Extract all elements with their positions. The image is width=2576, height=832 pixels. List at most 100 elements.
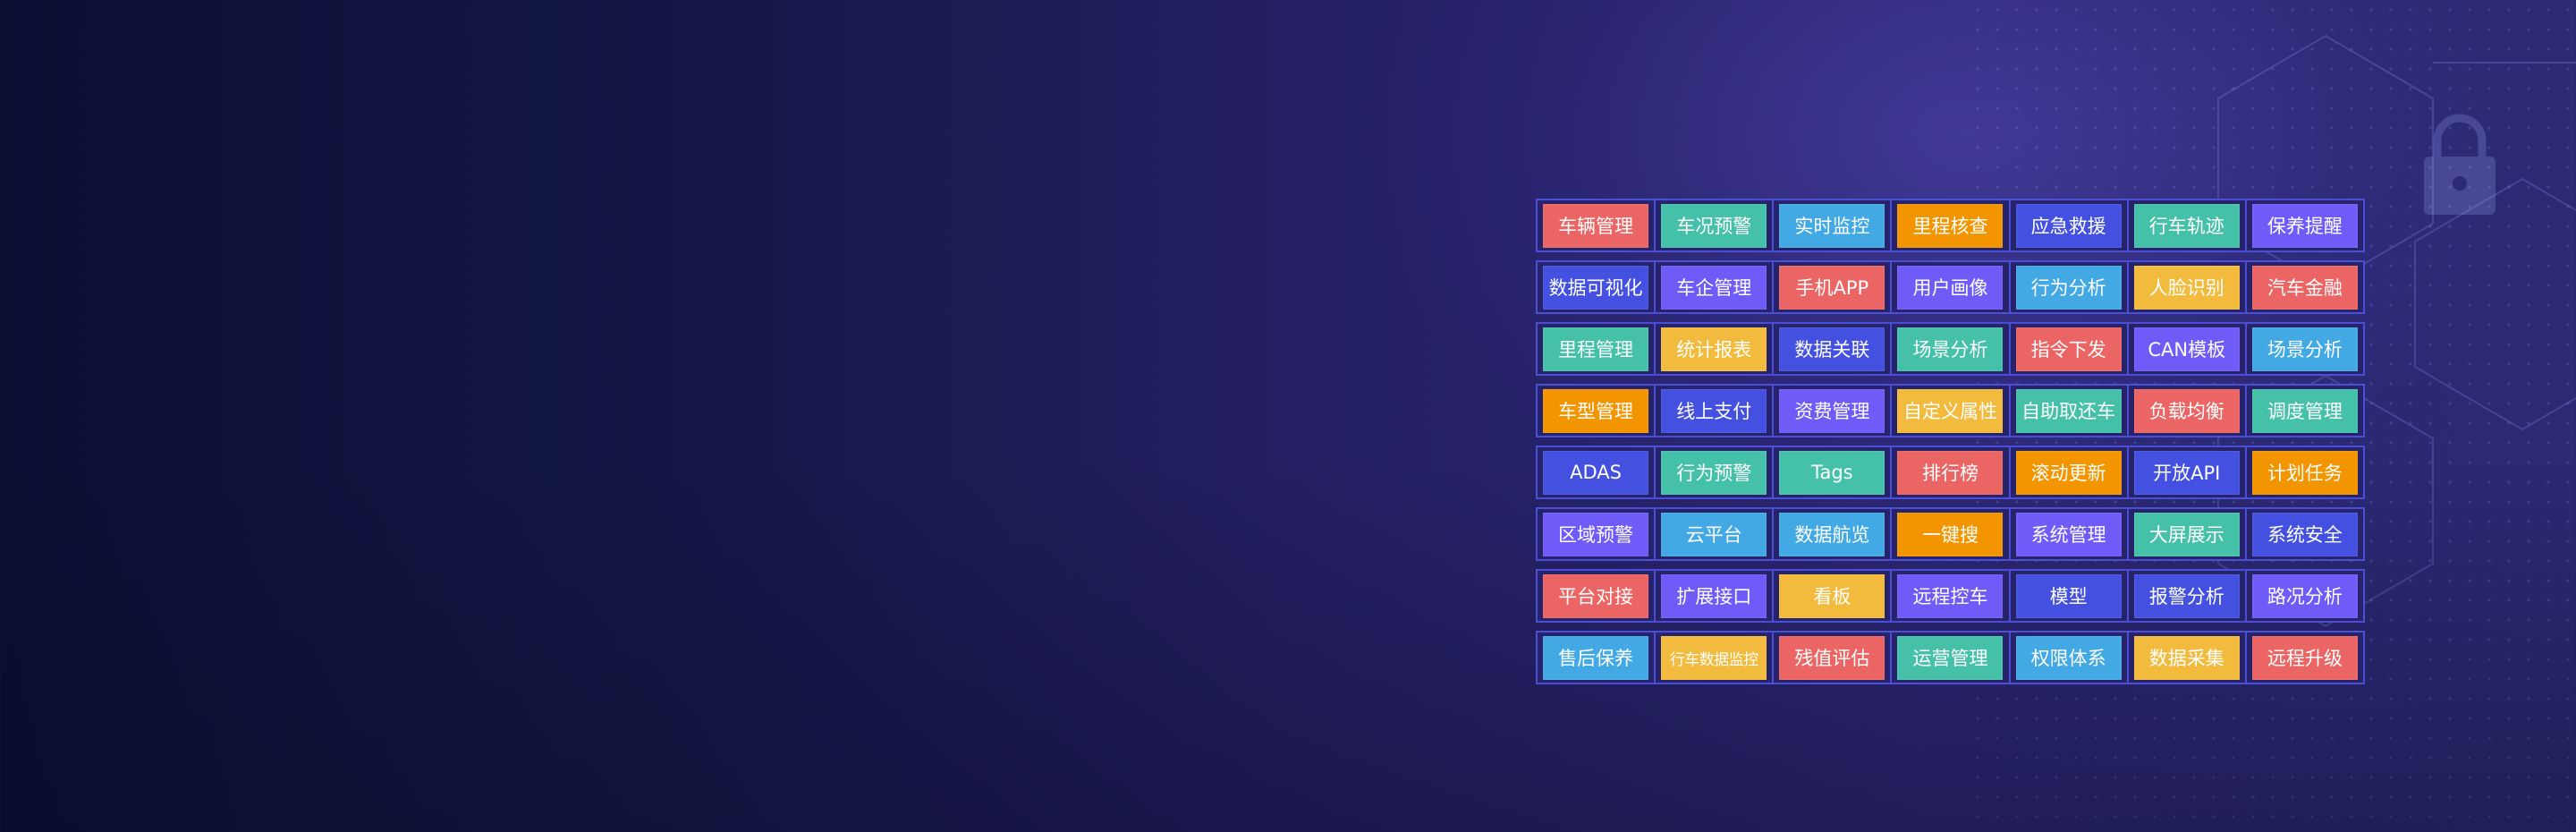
feature-tag[interactable]: 运营管理 [1897, 635, 2004, 680]
feature-cell: 滚动更新 [2011, 447, 2129, 497]
feature-tag[interactable]: 行车轨迹 [2133, 203, 2240, 248]
feature-tag[interactable]: 手机APP [1779, 265, 1885, 310]
feature-tag-grid: 车辆管理 车况预警 实时监控 里程核查 应急救援 行车轨迹 保养提醒数据可视化 车企管理 手机A… [1536, 199, 2365, 692]
feature-tag[interactable]: 汽车金融 [2251, 265, 2358, 310]
feature-tag[interactable]: 人脸识别 [2133, 265, 2240, 310]
feature-tag[interactable]: 数据关联 [1779, 327, 1885, 371]
feature-tag[interactable]: 车型管理 [1543, 388, 1649, 433]
feature-tag[interactable]: 资费管理 [1779, 388, 1885, 433]
feature-tag[interactable]: 大屏展示 [2133, 512, 2240, 556]
feature-tag[interactable]: 开放API [2133, 450, 2240, 495]
feature-cell: 数据采集 [2129, 632, 2247, 683]
feature-tag[interactable]: 排行榜 [1897, 450, 2004, 495]
feature-tag[interactable]: 里程管理 [1543, 327, 1649, 371]
feature-tag[interactable]: 线上支付 [1661, 388, 1767, 433]
feature-cell: 远程升级 [2247, 632, 2363, 683]
feature-tag[interactable]: 车辆管理 [1543, 203, 1649, 248]
feature-tag[interactable]: 统计报表 [1661, 327, 1767, 371]
feature-cell: 排行榜 [1892, 447, 2011, 497]
feature-tag[interactable]: 指令下发 [2015, 327, 2122, 371]
feature-cell: 统计报表 [1656, 324, 1775, 374]
feature-cell: 保养提醒 [2247, 200, 2363, 250]
feature-cell: 区域预警 [1538, 509, 1657, 559]
feature-cell: 报警分析 [2129, 571, 2247, 621]
feature-tag[interactable]: 一键搜 [1897, 512, 2004, 556]
feature-cell: 模型 [2011, 571, 2129, 621]
feature-cell: 自助取还车 [2011, 386, 2129, 436]
feature-cell: 远程控车 [1892, 571, 2011, 621]
feature-tag[interactable]: 调度管理 [2251, 388, 2358, 433]
feature-tag[interactable]: 远程控车 [1897, 573, 2004, 618]
feature-cell: 实时监控 [1774, 200, 1893, 250]
feature-cell: 系统安全 [2247, 509, 2363, 559]
feature-tag[interactable]: 远程升级 [2251, 635, 2358, 680]
feature-tag[interactable]: 滚动更新 [2015, 450, 2122, 495]
feature-tag[interactable]: 计划任务 [2251, 450, 2358, 495]
feature-cell: 大屏展示 [2129, 509, 2247, 559]
feature-cell: 系统管理 [2011, 509, 2129, 559]
feature-tag[interactable]: 平台对接 [1543, 573, 1649, 618]
feature-tag[interactable]: 扩展接口 [1661, 573, 1767, 618]
feature-cell: 看板 [1774, 571, 1893, 621]
feature-tag[interactable]: 路况分析 [2251, 573, 2358, 618]
feature-cell: 运营管理 [1892, 632, 2011, 683]
feature-cell: Tags [1774, 447, 1893, 497]
feature-row: 售后保养 行车数据监控 残值评估 运营管理 权限体系 数据采集 远程升级 [1536, 631, 2365, 684]
feature-tag[interactable]: 数据采集 [2133, 635, 2240, 680]
feature-row: 区域预警 云平台 数据航览 一键搜 系统管理 大屏展示 系统安全 [1536, 507, 2365, 561]
feature-tag[interactable]: 系统管理 [2015, 512, 2122, 556]
feature-cell: 场景分析 [2247, 324, 2363, 374]
feature-tag[interactable]: CAN模板 [2133, 327, 2240, 371]
feature-tag[interactable]: 自助取还车 [2015, 388, 2122, 433]
feature-cell: 路况分析 [2247, 571, 2363, 621]
feature-tag[interactable]: Tags [1779, 450, 1885, 495]
feature-tag[interactable]: 报警分析 [2133, 573, 2240, 618]
feature-tag[interactable]: ADAS [1543, 450, 1649, 495]
feature-cell: 资费管理 [1774, 386, 1893, 436]
feature-tag[interactable]: 车况预警 [1661, 203, 1767, 248]
feature-tag[interactable]: 权限体系 [2015, 635, 2122, 680]
feature-tag[interactable]: 系统安全 [2251, 512, 2358, 556]
feature-tag[interactable]: 行车数据监控 [1661, 635, 1767, 680]
feature-cell: 行车数据监控 [1656, 632, 1775, 683]
feature-cell: 场景分析 [1892, 324, 2011, 374]
feature-tag[interactable]: 区域预警 [1543, 512, 1649, 556]
feature-tag[interactable]: 实时监控 [1779, 203, 1885, 248]
feature-cell: 里程核查 [1892, 200, 2011, 250]
feature-row: 平台对接 扩展接口 看板 远程控车 模型 报警分析 路况分析 [1536, 569, 2365, 623]
feature-tag[interactable]: 应急救援 [2015, 203, 2122, 248]
feature-tag[interactable]: 数据航览 [1779, 512, 1885, 556]
feature-cell: 人脸识别 [2129, 262, 2247, 312]
lock-icon [2424, 114, 2496, 215]
feature-cell: 权限体系 [2011, 632, 2129, 683]
feature-cell: 指令下发 [2011, 324, 2129, 374]
feature-cell: 用户画像 [1892, 262, 2011, 312]
feature-tag[interactable]: 售后保养 [1543, 635, 1649, 680]
feature-cell: 计划任务 [2247, 447, 2363, 497]
feature-tag[interactable]: 行为分析 [2015, 265, 2122, 310]
feature-tag[interactable]: 用户画像 [1897, 265, 2004, 310]
feature-cell: 车辆管理 [1538, 200, 1657, 250]
feature-cell: 里程管理 [1538, 324, 1657, 374]
feature-tag[interactable]: 自定义属性 [1897, 388, 2004, 433]
feature-tag[interactable]: 残值评估 [1779, 635, 1885, 680]
feature-tag[interactable]: 模型 [2015, 573, 2122, 618]
feature-row: ADAS 行为预警 Tags 排行榜 滚动更新 开放API 计划任务 [1536, 446, 2365, 499]
feature-cell: 车型管理 [1538, 386, 1657, 436]
feature-tag[interactable]: 场景分析 [1897, 327, 2004, 371]
feature-cell: CAN模板 [2129, 324, 2247, 374]
feature-cell: 自定义属性 [1892, 386, 2011, 436]
feature-tag[interactable]: 车企管理 [1661, 265, 1767, 310]
feature-tag[interactable]: 场景分析 [2251, 327, 2358, 371]
feature-tag[interactable]: 里程核查 [1897, 203, 2004, 248]
feature-tag[interactable]: 保养提醒 [2251, 203, 2358, 248]
feature-cell: 售后保养 [1538, 632, 1657, 683]
feature-tag[interactable]: 负载均衡 [2133, 388, 2240, 433]
feature-row: 里程管理 统计报表 数据关联 场景分析 指令下发 CAN模板 场景分析 [1536, 322, 2365, 376]
feature-tag[interactable]: 数据可视化 [1543, 265, 1649, 310]
feature-tag[interactable]: 行为预警 [1661, 450, 1767, 495]
feature-cell: 开放API [2129, 447, 2247, 497]
feature-tag[interactable]: 云平台 [1661, 512, 1767, 556]
feature-tag[interactable]: 看板 [1779, 573, 1885, 618]
feature-cell: 汽车金融 [2247, 262, 2363, 312]
